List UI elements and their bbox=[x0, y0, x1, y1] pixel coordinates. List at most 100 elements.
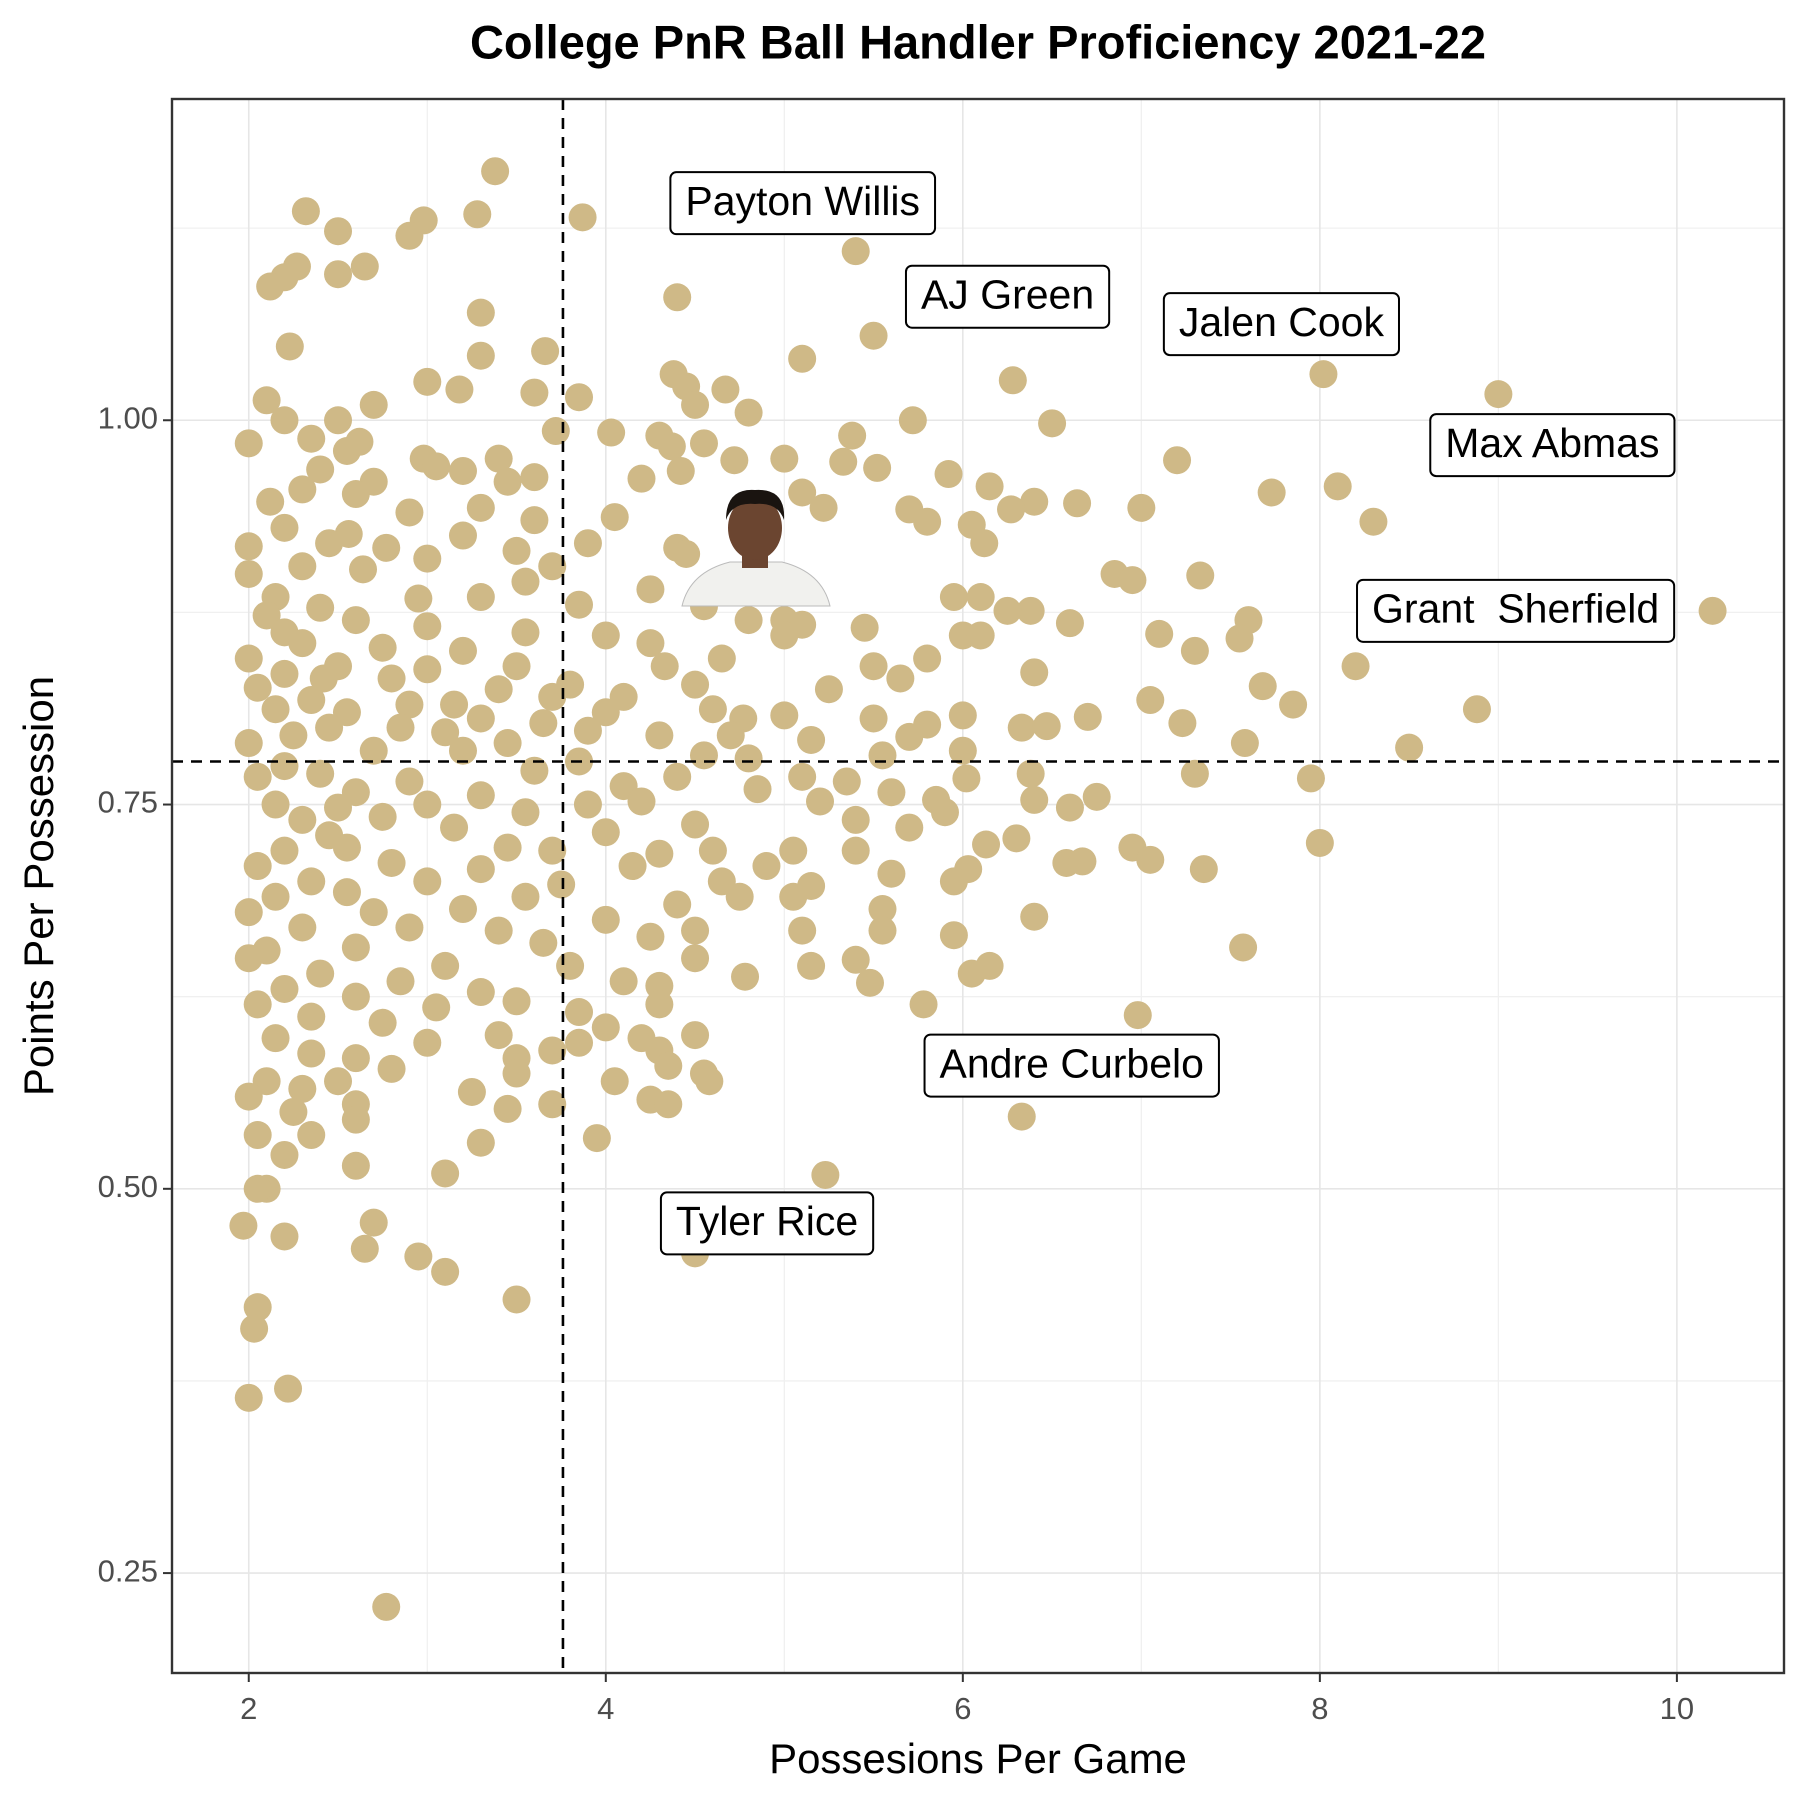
point bbox=[234, 429, 263, 458]
point bbox=[841, 836, 870, 865]
point bbox=[770, 621, 799, 650]
point bbox=[243, 1293, 272, 1322]
point bbox=[350, 252, 379, 281]
point bbox=[573, 790, 602, 819]
point bbox=[1020, 658, 1049, 687]
point bbox=[404, 1242, 433, 1271]
point bbox=[939, 583, 968, 612]
point bbox=[666, 456, 695, 485]
point bbox=[568, 203, 597, 232]
annotation-box bbox=[1356, 578, 1676, 643]
point bbox=[422, 452, 451, 481]
point bbox=[541, 417, 570, 446]
annotation-label: Andre Curbelo bbox=[940, 1040, 1204, 1086]
axes: 2 4 6 8 10 0.25 0.50 0.75 1.00 bbox=[98, 400, 1694, 1726]
point bbox=[966, 583, 995, 612]
point bbox=[270, 659, 299, 688]
point bbox=[306, 455, 335, 484]
point bbox=[243, 762, 272, 791]
point bbox=[707, 644, 736, 673]
point bbox=[324, 793, 353, 822]
point bbox=[243, 1174, 272, 1203]
point bbox=[770, 444, 799, 473]
point bbox=[502, 536, 531, 565]
point bbox=[297, 1002, 326, 1031]
point bbox=[565, 998, 594, 1027]
point bbox=[413, 867, 442, 896]
point bbox=[868, 741, 897, 770]
point bbox=[466, 855, 495, 884]
annotation-box bbox=[923, 1033, 1220, 1098]
point bbox=[368, 633, 397, 662]
point bbox=[1341, 652, 1370, 681]
labeled-point bbox=[1484, 380, 1513, 409]
point bbox=[234, 559, 263, 588]
point bbox=[297, 1121, 326, 1150]
point bbox=[636, 922, 665, 951]
point bbox=[431, 1257, 460, 1286]
point bbox=[939, 921, 968, 950]
point bbox=[261, 695, 290, 724]
point bbox=[1248, 672, 1277, 701]
point bbox=[565, 590, 594, 619]
point bbox=[493, 833, 522, 862]
point bbox=[788, 478, 817, 507]
point bbox=[440, 813, 469, 842]
point bbox=[1305, 828, 1334, 857]
point bbox=[229, 1211, 258, 1240]
point bbox=[1136, 686, 1165, 715]
annotations: Payton Willis AJ Green Jalen Cook Max Abmas… bbox=[659, 171, 1676, 1256]
point bbox=[811, 1160, 840, 1189]
point bbox=[1020, 487, 1049, 516]
point bbox=[788, 916, 817, 945]
point bbox=[734, 398, 763, 427]
point bbox=[404, 584, 433, 613]
point bbox=[309, 664, 338, 693]
point bbox=[809, 493, 838, 522]
x-tick-label: 10 bbox=[1660, 1691, 1694, 1726]
point bbox=[466, 583, 495, 612]
point bbox=[502, 1285, 531, 1314]
point bbox=[297, 424, 326, 453]
point bbox=[829, 447, 858, 476]
point bbox=[1180, 759, 1209, 788]
point bbox=[681, 1021, 710, 1050]
point bbox=[291, 197, 320, 226]
annotation: Grant Sherfield bbox=[1356, 578, 1676, 643]
point bbox=[288, 552, 317, 581]
point bbox=[413, 1028, 442, 1057]
point bbox=[306, 593, 335, 622]
point bbox=[770, 701, 799, 730]
chart-title: College PnR Ball Handler Proficiency 202… bbox=[470, 15, 1486, 68]
point bbox=[743, 775, 772, 804]
point bbox=[600, 503, 629, 532]
annotation: AJ Green bbox=[904, 264, 1111, 329]
point bbox=[448, 895, 477, 924]
point bbox=[627, 464, 656, 493]
labeled-point bbox=[1007, 1102, 1036, 1131]
point bbox=[720, 446, 749, 475]
point bbox=[841, 805, 870, 834]
point bbox=[654, 1051, 683, 1080]
point bbox=[332, 833, 361, 862]
point bbox=[913, 644, 942, 673]
point bbox=[1323, 472, 1352, 501]
point bbox=[466, 298, 495, 327]
point bbox=[868, 895, 897, 924]
point bbox=[1296, 764, 1325, 793]
annotation-label: Tyler Rice bbox=[676, 1198, 858, 1244]
point bbox=[838, 421, 867, 450]
point bbox=[431, 951, 460, 980]
point bbox=[234, 944, 263, 973]
point bbox=[1145, 619, 1174, 648]
point bbox=[681, 670, 710, 699]
point bbox=[315, 529, 344, 558]
point bbox=[372, 533, 401, 562]
point bbox=[413, 544, 442, 573]
point bbox=[930, 798, 959, 827]
point bbox=[970, 529, 999, 558]
point bbox=[1082, 782, 1111, 811]
point bbox=[372, 1592, 401, 1621]
annotation: Max Abmas bbox=[1429, 413, 1676, 478]
